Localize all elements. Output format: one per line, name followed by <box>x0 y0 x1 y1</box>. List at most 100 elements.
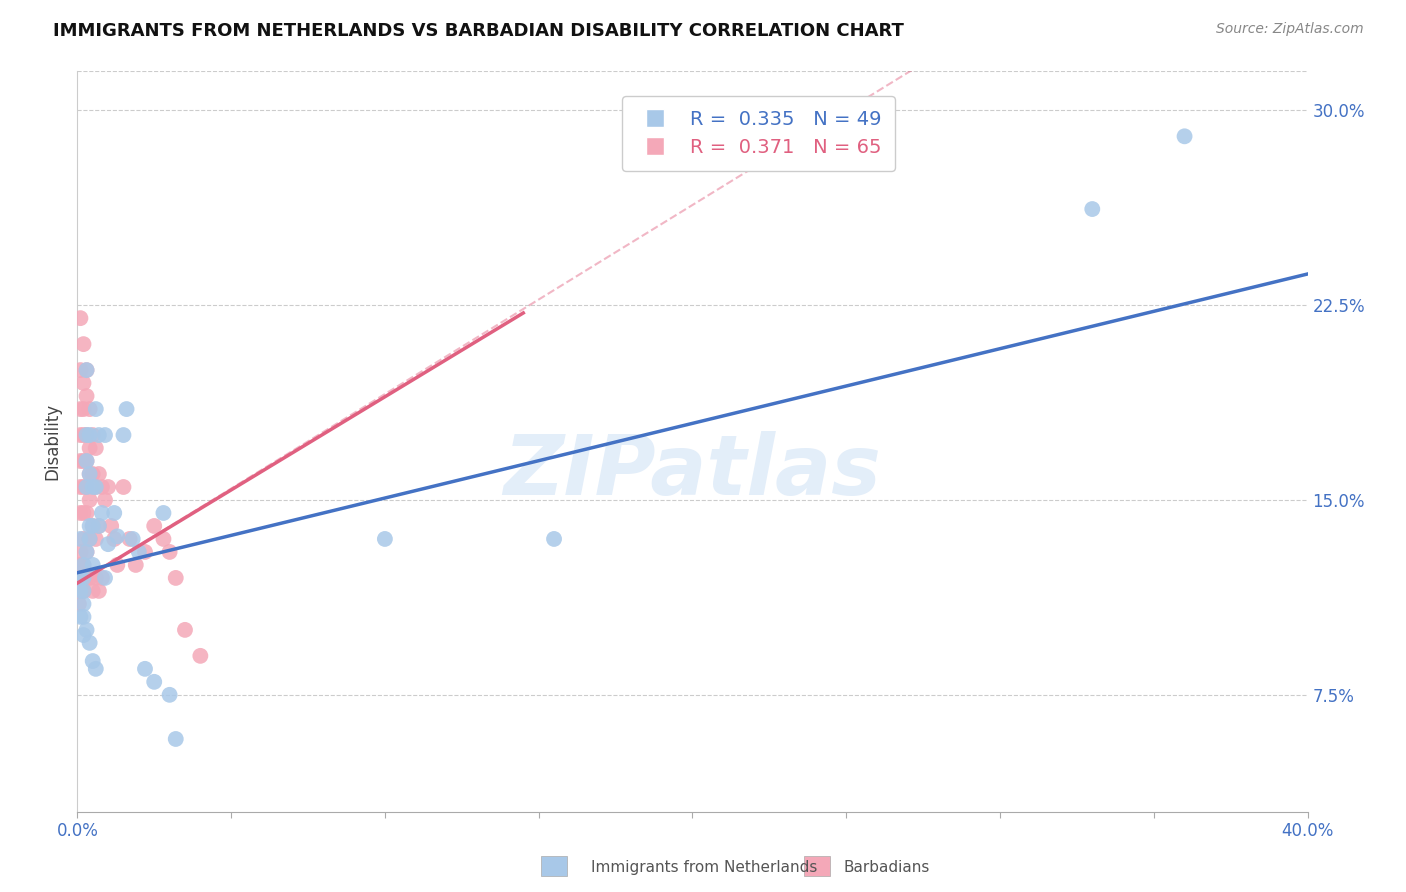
Point <box>76 454 98 468</box>
Point <box>165 571 187 585</box>
Point <box>76 545 98 559</box>
Point <box>87 428 110 442</box>
Point <box>79 532 101 546</box>
Text: IMMIGRANTS FROM NETHERLANDS VS BARBADIAN DISABILITY CORRELATION CHART: IMMIGRANTS FROM NETHERLANDS VS BARBADIAN… <box>53 22 904 40</box>
Point <box>72 610 94 624</box>
Point <box>82 467 104 481</box>
Point <box>84 480 107 494</box>
Point <box>82 654 104 668</box>
Point <box>69 583 91 598</box>
Point <box>112 480 135 494</box>
Point <box>76 363 98 377</box>
Point <box>82 428 104 442</box>
Point <box>72 402 94 417</box>
Point <box>76 363 98 377</box>
Point <box>79 532 101 546</box>
Point <box>115 402 138 417</box>
Point <box>82 558 104 572</box>
Point <box>79 493 101 508</box>
Point <box>159 545 181 559</box>
Point <box>76 454 98 468</box>
Point <box>105 529 128 543</box>
Point <box>69 583 91 598</box>
Point <box>82 519 104 533</box>
Point <box>76 428 98 442</box>
Point <box>79 636 101 650</box>
Point <box>82 480 104 494</box>
Text: Source: ZipAtlas.com: Source: ZipAtlas.com <box>1216 22 1364 37</box>
Point <box>72 428 94 442</box>
Point <box>76 480 98 494</box>
Point <box>100 519 122 533</box>
Point <box>84 402 107 417</box>
Point <box>94 493 117 508</box>
Point <box>84 441 107 455</box>
Point <box>118 532 141 546</box>
Point <box>72 376 94 390</box>
Point <box>72 532 94 546</box>
Point <box>69 571 91 585</box>
Point <box>84 532 107 546</box>
Point <box>69 363 91 377</box>
Point <box>94 428 117 442</box>
Point <box>79 571 101 585</box>
Point <box>134 545 156 559</box>
Point <box>79 467 101 481</box>
Point <box>105 558 128 572</box>
Point <box>79 519 101 533</box>
Point <box>90 480 114 494</box>
Point <box>97 537 120 551</box>
Point <box>125 558 148 572</box>
Y-axis label: Disability: Disability <box>44 403 62 480</box>
Point <box>67 597 90 611</box>
Text: ZIPatlas: ZIPatlas <box>503 431 882 512</box>
Point <box>90 506 114 520</box>
Point <box>84 662 107 676</box>
Point <box>543 532 565 546</box>
Point <box>79 402 101 417</box>
Text: Immigrants from Netherlands: Immigrants from Netherlands <box>591 860 817 874</box>
Point <box>72 583 94 598</box>
Point <box>152 532 174 546</box>
Point <box>1174 129 1197 144</box>
Point <box>143 519 166 533</box>
Point <box>128 545 150 559</box>
Point <box>87 519 110 533</box>
Point <box>69 402 91 417</box>
Point <box>94 571 117 585</box>
Point <box>134 662 156 676</box>
Point <box>87 519 110 533</box>
Point <box>188 648 212 663</box>
Point <box>82 519 104 533</box>
Point <box>87 583 110 598</box>
Point <box>121 532 143 546</box>
Point <box>84 480 107 494</box>
Point <box>97 480 120 494</box>
Point <box>72 558 94 572</box>
Point <box>79 467 101 481</box>
Point <box>76 480 98 494</box>
Point <box>72 454 94 468</box>
Point <box>69 506 91 520</box>
Point <box>165 731 187 746</box>
Point <box>69 545 91 559</box>
Point <box>112 428 135 442</box>
Point <box>72 337 94 351</box>
Point <box>72 506 94 520</box>
Point <box>174 623 197 637</box>
Point <box>143 674 166 689</box>
Point <box>84 571 107 585</box>
Point <box>76 506 98 520</box>
Point <box>76 545 98 559</box>
Point <box>103 506 125 520</box>
Point <box>76 428 98 442</box>
Point <box>79 441 101 455</box>
Point <box>69 311 91 326</box>
Point <box>69 454 91 468</box>
Legend: R =  0.335   N = 49, R =  0.371   N = 65: R = 0.335 N = 49, R = 0.371 N = 65 <box>623 95 896 171</box>
Point <box>90 571 114 585</box>
Point <box>374 532 396 546</box>
Point <box>72 583 94 598</box>
Text: Barbadians: Barbadians <box>844 860 929 874</box>
Point <box>1081 202 1104 216</box>
